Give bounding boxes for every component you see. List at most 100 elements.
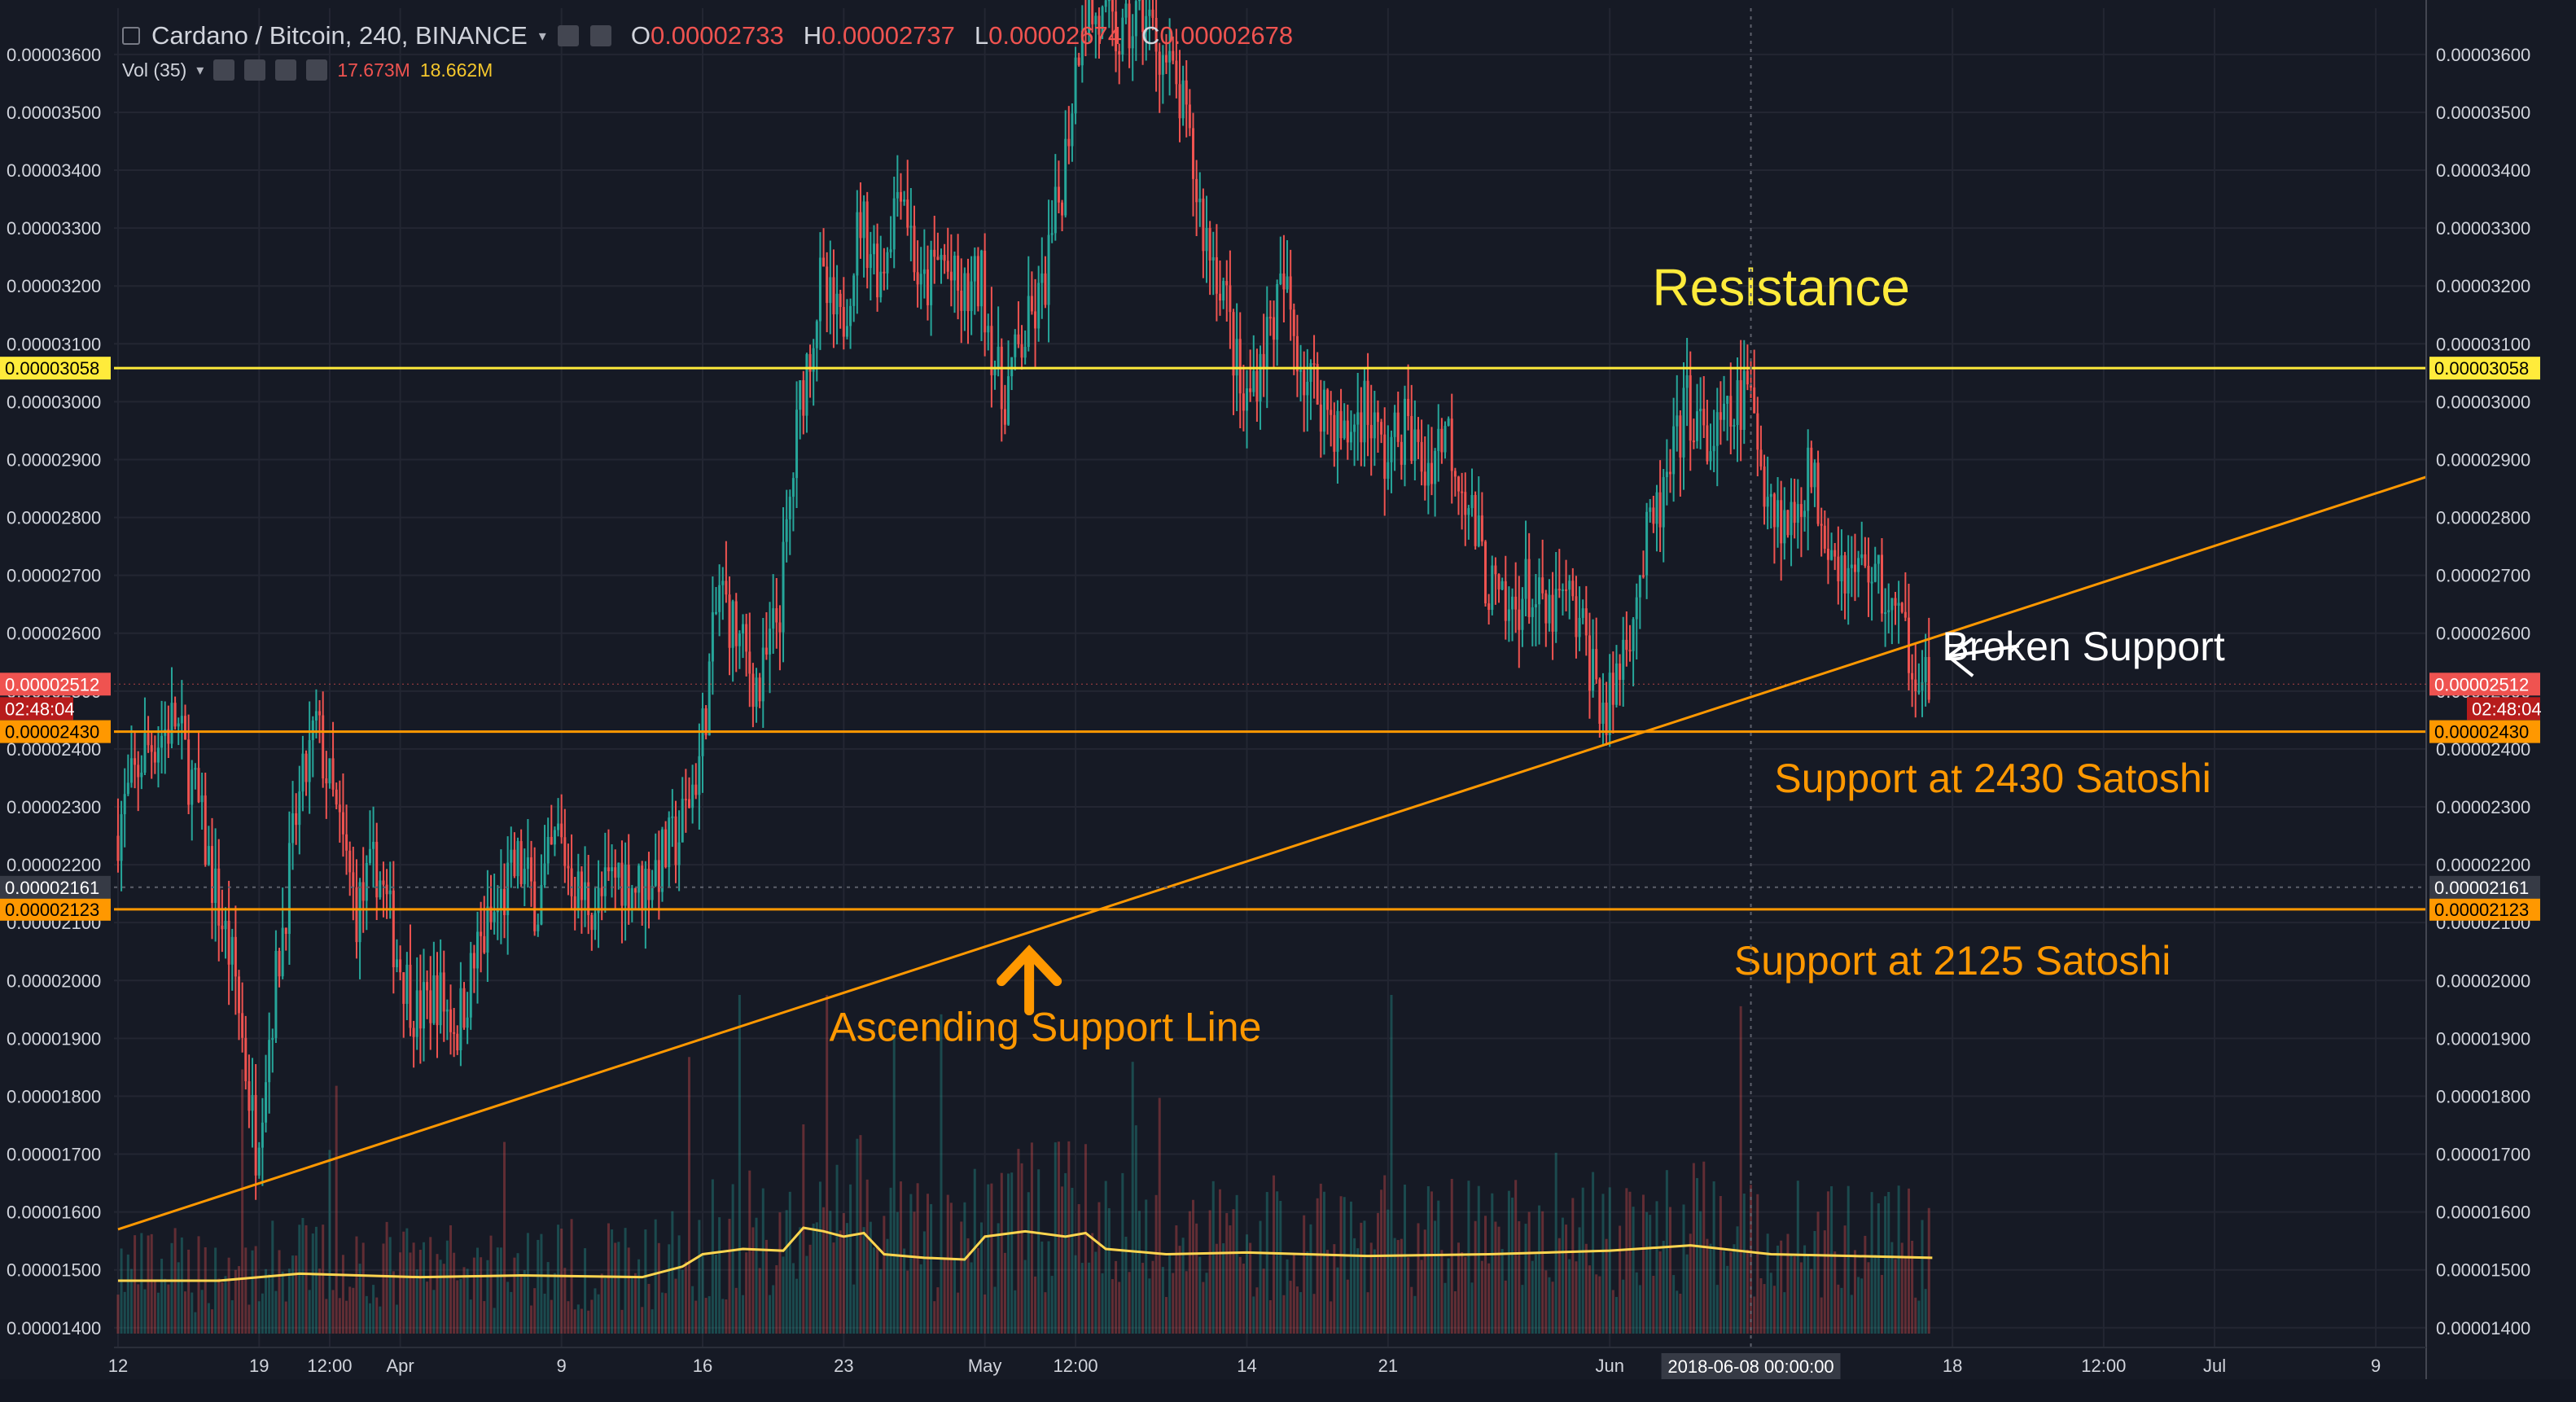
chevron-down-icon[interactable]: ▾ [196,61,204,78]
candle-body [949,271,953,281]
candle-body [1141,0,1145,33]
volume-bar [207,1303,210,1334]
volume-bar [1124,1237,1128,1334]
volume-bar [1571,1198,1575,1334]
volume-bar [721,1299,725,1334]
volume-bar [671,1211,674,1334]
candle-body [1780,500,1783,544]
annotation-text: Ascending Support Line [829,1005,1261,1050]
close-icon[interactable] [306,59,328,81]
countdown-text-right: 02:48:04 [2472,699,2542,719]
candle-body [1211,256,1215,261]
volume-bar [254,1246,257,1334]
candle-body [1813,462,1816,488]
candle-body [1225,281,1229,286]
candle-body [1407,398,1410,417]
volume-bar [769,1295,772,1334]
volume-bar [960,1221,963,1334]
volume-bar [1003,1252,1006,1334]
volume-indicator-label[interactable]: Vol (35) [122,59,187,81]
volume-bar [1598,1276,1601,1334]
candle-body [734,601,738,646]
volume-bar [1689,1233,1692,1334]
candle-body [499,888,502,910]
volume-bar [513,1257,516,1334]
volume-bar [1719,1196,1722,1334]
candle-body [660,829,664,892]
candle-body [651,885,654,900]
candle-body [1074,57,1077,114]
volume-bar [442,1264,445,1334]
volume-bar [1050,1276,1054,1334]
volume-bar [1551,1282,1554,1334]
volume-bar [1911,1240,1914,1334]
volume-bar [1273,1175,1276,1334]
candle-body [1638,575,1641,598]
candle-body [328,758,331,784]
volume-bar [984,1294,987,1334]
candle-body [352,872,355,887]
volume-bar [731,1184,734,1334]
candle-body [1134,1,1137,37]
volume-bar [815,1222,818,1334]
candle-body [338,804,341,813]
candle-body [772,608,775,629]
volume-bar [1614,1296,1618,1334]
symbol-title[interactable]: Cardano / Bitcoin, 240, BINANCE [151,21,528,50]
volume-bar [856,1138,859,1334]
volume-bar [1175,1225,1178,1334]
candle-body [1437,428,1440,451]
candle-body [563,837,567,866]
volume-bar [1807,1255,1810,1334]
settings-icon[interactable] [244,59,266,81]
candle-body [1205,227,1208,252]
volume-bar [1581,1187,1584,1334]
candle-body [1413,429,1417,462]
volume-bar [1619,1225,1622,1334]
candle-body [1054,186,1057,234]
volume-bar [1000,1172,1003,1334]
candle-body [1877,554,1880,564]
ascending-trendline[interactable] [117,475,2427,1231]
volume-bar [1437,1200,1440,1334]
candle-body [808,353,812,372]
plus-icon[interactable] [275,59,297,81]
volume-bar [1407,1257,1410,1334]
volume-bar [1168,1253,1172,1334]
candle-body [230,936,234,965]
volume-bar [785,1210,788,1334]
candle-body [1833,550,1837,557]
volume-bar [1309,1224,1312,1334]
candle-body [1474,495,1477,546]
eye-icon[interactable] [557,25,579,46]
candle-body [899,191,902,202]
volume-bar [1349,1201,1352,1334]
candle-body [519,841,523,884]
candle-body [1575,596,1578,637]
candle-body [1316,364,1319,405]
candle-body [1202,198,1205,252]
candle-body [183,716,186,740]
volume-bar [1837,1284,1840,1334]
volume-bar [1453,1290,1457,1334]
volume-bar [1107,1207,1111,1334]
candle-body [412,1027,415,1037]
candle-body [516,841,519,877]
volume-bar [338,1298,341,1334]
horizontal-levels[interactable] [114,366,2426,911]
candle-body [153,751,156,763]
candle-body [1494,565,1497,575]
candle-body [1867,565,1870,583]
chevron-down-icon[interactable]: ▾ [538,27,546,44]
eye-icon[interactable] [213,59,235,81]
price-tick-left: 0.00001600 [7,1203,101,1223]
candle-body [1128,3,1131,49]
price-level-tag-left-text: 0.00002123 [5,900,99,920]
collapse-icon[interactable] [122,27,140,45]
settings-icon[interactable] [589,25,611,46]
candle-body [704,708,708,736]
volume-bar [684,1261,687,1334]
volume-bar [617,1242,620,1334]
volume-bar [691,1286,694,1334]
